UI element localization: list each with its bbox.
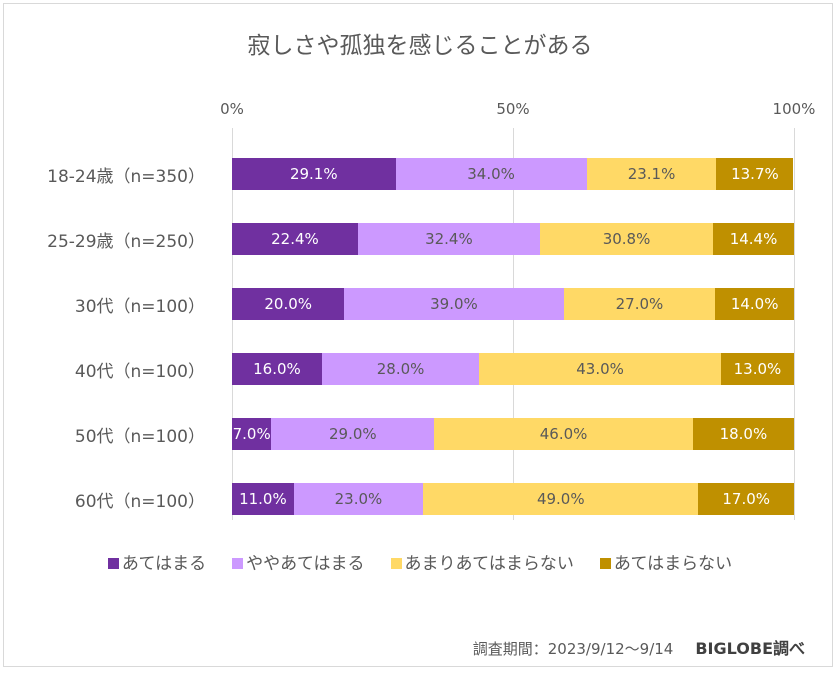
data-label: 39.0%: [430, 295, 478, 313]
bar-segment: 11.0%: [232, 483, 294, 515]
survey-period: 調査期間：2023/9/12～9/14: [472, 640, 674, 658]
x-tick-label: 100%: [772, 100, 816, 118]
category-label: 60代（n=100）: [74, 492, 205, 512]
data-label: 22.4%: [271, 230, 319, 248]
legend-item: あてはまらない: [599, 549, 733, 574]
legend-label: あてはまらない: [613, 554, 733, 574]
legend: あてはまる ややあてはまる あまりあてはまらない あてはまらない: [0, 549, 840, 574]
data-label: 28.0%: [376, 360, 425, 378]
bar-segment: 27.0%: [563, 288, 716, 320]
legend-item: ややあてはまる: [232, 549, 365, 574]
bar-segment: 18.0%: [692, 418, 794, 450]
data-label: 16.0%: [253, 360, 301, 378]
data-label: 27.0%: [615, 295, 664, 313]
bar-segment: 49.0%: [423, 483, 699, 515]
chart-title: 寂しさや孤独を感じることがある: [247, 33, 593, 59]
gridline: [513, 128, 514, 520]
data-label: 14.0%: [730, 295, 779, 313]
legend-swatch: [107, 558, 119, 569]
data-label: 14.4%: [729, 230, 778, 248]
bar-segment: 14.4%: [713, 223, 794, 255]
data-label: 17.0%: [722, 490, 771, 508]
category-label: 50代（n=100）: [74, 427, 205, 447]
data-label: 20.0%: [264, 295, 313, 313]
bar-segment: 22.4%: [232, 223, 358, 255]
x-tick-label: 0%: [220, 100, 244, 118]
bar-segment: 28.0%: [321, 353, 480, 385]
data-label: 49.0%: [536, 490, 585, 508]
data-label: 34.0%: [467, 165, 515, 183]
bar-segment: 43.0%: [479, 353, 721, 385]
bar-segment: 46.0%: [434, 418, 693, 450]
bar-segment: 30.8%: [539, 223, 714, 255]
data-label: 43.0%: [576, 360, 624, 378]
data-label: 13.7%: [731, 165, 779, 183]
gridline: [232, 128, 233, 520]
bar-segment: 32.4%: [357, 223, 540, 255]
data-label: 46.0%: [539, 425, 588, 443]
bar-segment: 34.0%: [395, 158, 587, 190]
bar-segment: 13.7%: [716, 158, 794, 190]
data-label: 23.1%: [627, 165, 676, 183]
data-label: 13.0%: [733, 360, 782, 378]
chart-frame: [3, 3, 833, 667]
data-label: 7.0%: [232, 425, 271, 443]
bar-segment: 29.1%: [232, 158, 396, 190]
data-label: 23.0%: [334, 490, 383, 508]
category-label: 18-24歳（n=350）: [47, 167, 205, 187]
source-credit: BIGLOBE調べ: [695, 639, 805, 658]
legend-label: あてはまる: [121, 554, 207, 574]
category-label: 25-29歳（n=250）: [47, 232, 205, 252]
footer: 調査期間：2023/9/12～9/14 BIGLOBE調べ: [473, 635, 805, 659]
data-label: 11.0%: [239, 490, 287, 508]
gridline: [794, 128, 795, 520]
legend-item: あまりあてはまらない: [390, 549, 574, 574]
legend-item: あてはまる: [107, 549, 207, 574]
data-label: 29.1%: [289, 165, 338, 183]
x-tick-label: 50%: [496, 100, 530, 118]
legend-swatch: [232, 558, 244, 569]
data-label: 18.0%: [719, 425, 768, 443]
bar-segment: 23.1%: [586, 158, 717, 190]
legend-swatch: [390, 558, 402, 569]
bar-segment: 39.0%: [344, 288, 564, 320]
bar-segment: 14.0%: [715, 288, 794, 320]
data-label: 32.4%: [425, 230, 473, 248]
bar-segment: 29.0%: [271, 418, 435, 450]
bar-segment: 17.0%: [698, 483, 794, 515]
category-label: 40代（n=100）: [74, 362, 205, 382]
data-label: 30.8%: [602, 230, 651, 248]
bar-segment: 23.0%: [293, 483, 424, 515]
category-label: 30代（n=100）: [74, 297, 205, 317]
bar-segment: 20.0%: [232, 288, 345, 320]
legend-swatch: [599, 558, 611, 569]
data-label: 29.0%: [328, 425, 377, 443]
bar-segment: 7.0%: [232, 418, 272, 450]
legend-label: あまりあてはまらない: [404, 554, 574, 574]
bar-segment: 16.0%: [232, 353, 322, 385]
legend-label: ややあてはまる: [246, 554, 365, 574]
bar-segment: 13.0%: [720, 353, 794, 385]
